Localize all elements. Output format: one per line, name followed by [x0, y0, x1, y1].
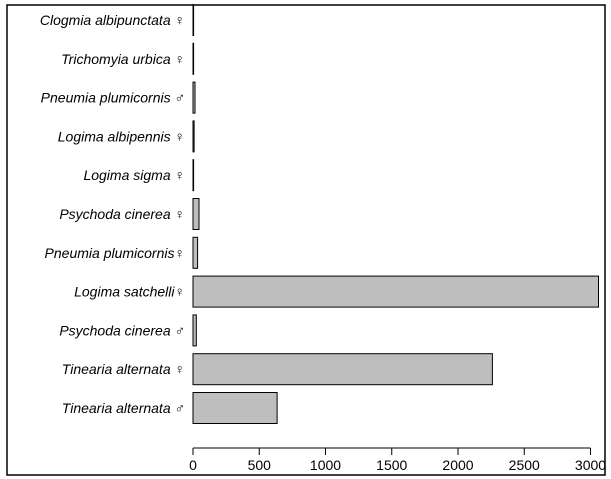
x-tick-label: 2000	[442, 457, 473, 473]
bar-psychoda-cinerea-female	[192, 198, 200, 230]
x-tick-label: 0	[189, 457, 197, 473]
bar-logima-sigma-female	[192, 159, 195, 192]
category-label: Tinearia alternata ♂	[62, 400, 185, 416]
category-labels: Clogmia albipunctata ♀ Trichomyia urbica …	[40, 12, 185, 416]
category-label: Logima satchelli♀	[74, 284, 185, 300]
x-tick-label: 1500	[376, 457, 407, 473]
category-label: Psychoda cinerea ♂	[59, 322, 185, 338]
x-axis: 0 500 1000 1500 2000 2500 3000	[189, 447, 606, 473]
bar-trichomyia-urbica-female	[192, 42, 195, 75]
x-tick-label: 2500	[509, 457, 540, 473]
category-label: Pneumia plumicornis ♂	[41, 90, 185, 106]
plot-frame	[6, 4, 606, 476]
category-label: Clogmia albipunctata ♀	[40, 12, 185, 28]
x-tick-label: 3000	[575, 457, 606, 473]
bar-pneumia-plumicornis-male	[192, 81, 196, 114]
bar-clogmia-albipunctata-female	[192, 4, 195, 36]
bar-psychoda-cinerea-male	[192, 314, 197, 347]
category-label: Trichomyia urbica ♀	[61, 51, 185, 67]
category-label: Tinearia alternata ♀	[62, 361, 185, 377]
category-label: Pneumia plumicornis♀	[45, 245, 185, 261]
category-label: Psychoda cinerea ♀	[59, 206, 185, 222]
x-tick-label: 1000	[310, 457, 341, 473]
bar-logima-albipennis-female	[192, 120, 195, 153]
bars	[192, 4, 599, 424]
bar-logima-satchelli-female	[192, 275, 599, 308]
x-tick-label: 500	[248, 457, 272, 473]
bar-pneumia-plumicornis-female	[192, 236, 199, 269]
category-label: Logima sigma ♀	[83, 167, 185, 183]
category-label: Logima albipennis ♀	[58, 128, 185, 144]
bar-tinearia-alternata-male	[192, 392, 278, 424]
bar-tinearia-alternata-female	[192, 353, 493, 386]
